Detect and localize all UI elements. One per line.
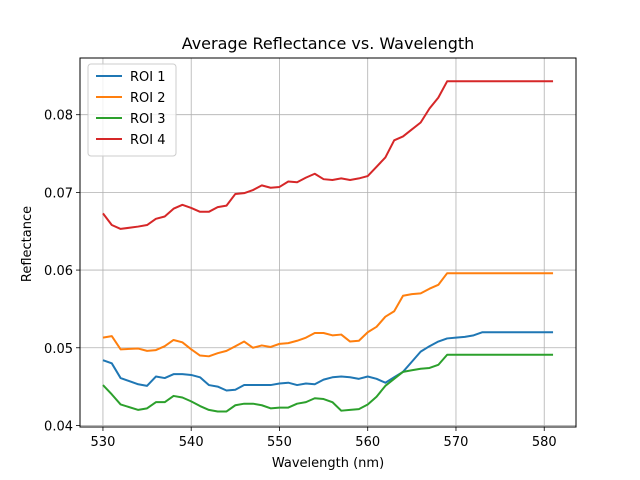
axis-ticks: 530 540 550 560 570 580 0.04 0.05 0.06 0.07 0.08 <box>44 109 557 450</box>
legend-label: ROI 3 <box>130 112 166 127</box>
y-tick-label: 0.04 <box>44 419 73 434</box>
series-line-roi-1 <box>102 331 554 392</box>
x-tick-label: 580 <box>532 435 557 450</box>
y-tick-label: 0.05 <box>44 342 73 357</box>
y-tick-label: 0.07 <box>44 186 73 201</box>
y-tick-label: 0.06 <box>44 264 73 279</box>
x-tick-label: 550 <box>267 435 292 450</box>
legend-label: ROI 1 <box>130 70 166 85</box>
legend: ROI 1 ROI 2 ROI 3 ROI 4 <box>87 63 177 157</box>
x-tick-label: 570 <box>444 435 469 450</box>
x-tick-label: 560 <box>355 435 380 450</box>
series-line-roi-2 <box>102 272 554 358</box>
x-axis-title: Wavelength (nm) <box>272 456 384 471</box>
series-line-roi-3 <box>102 353 554 413</box>
chart-title: Average Reflectance vs. Wavelength <box>182 34 475 53</box>
legend-label: ROI 4 <box>130 133 166 148</box>
series-line-roi-4 <box>102 80 554 230</box>
x-tick-label: 540 <box>179 435 204 450</box>
legend-label: ROI 2 <box>130 91 166 106</box>
y-tick-label: 0.08 <box>44 109 73 124</box>
x-tick-label: 530 <box>91 435 116 450</box>
y-axis-title: Reflectance <box>20 206 35 282</box>
plot-area-frame <box>79 57 577 428</box>
legend-box <box>87 63 177 157</box>
series-lines <box>102 80 554 413</box>
